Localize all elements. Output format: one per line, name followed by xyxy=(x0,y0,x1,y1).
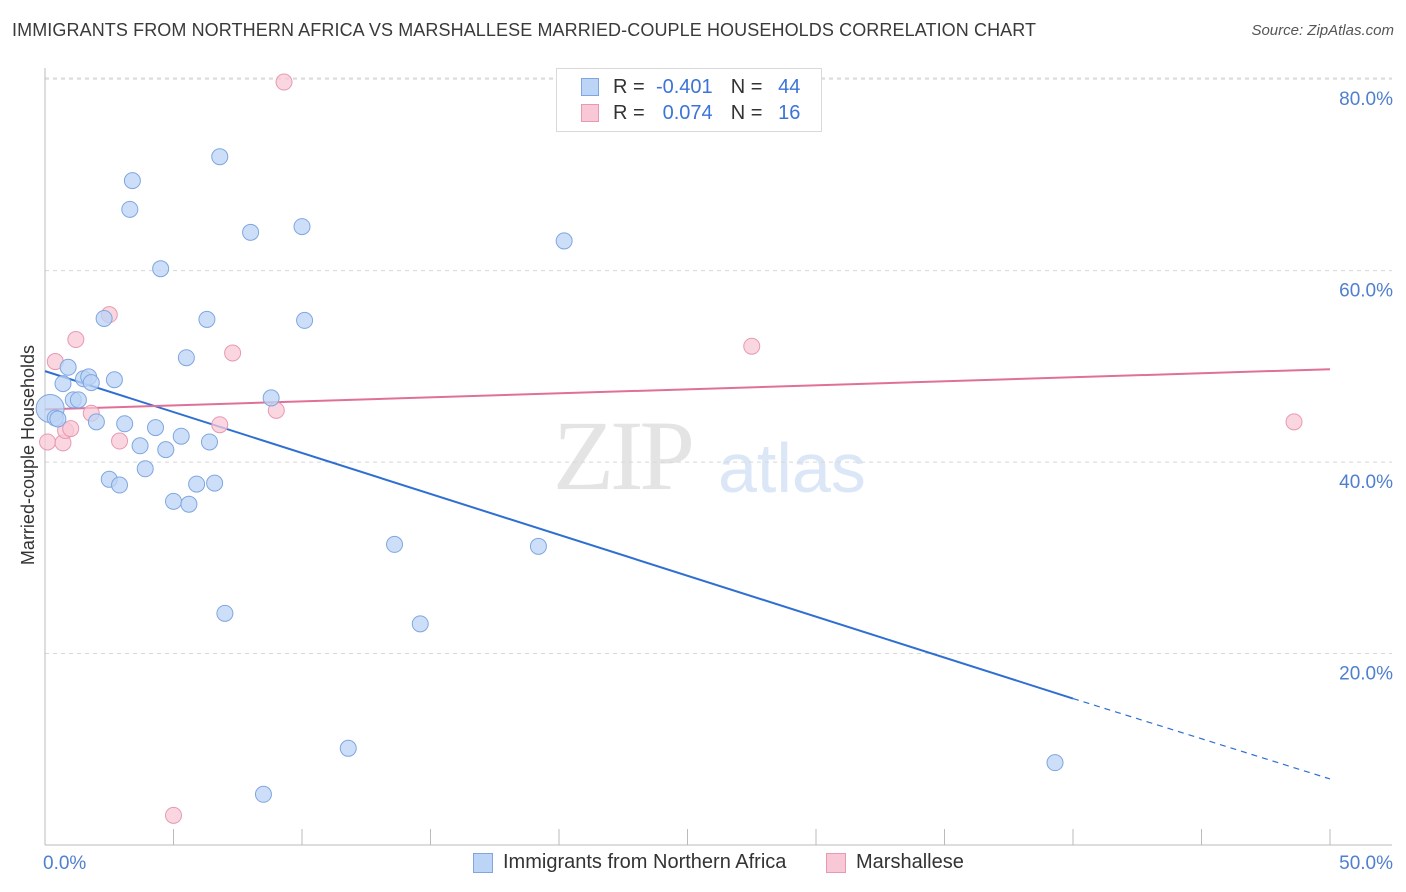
point-immigrants xyxy=(69,391,87,409)
legend-n-value: 44 xyxy=(778,75,801,98)
legend-r-label: R = xyxy=(613,101,645,124)
point-immigrants xyxy=(339,739,357,757)
point-immigrants xyxy=(105,371,123,389)
legend-swatch-pink xyxy=(581,104,599,122)
point-immigrants xyxy=(111,476,129,494)
point-marshallese xyxy=(67,331,85,349)
legend-row-marshallese: R = 0.074 N = 16 xyxy=(581,100,800,126)
point-immigrants xyxy=(262,389,280,407)
trend-lines xyxy=(44,368,1331,780)
chart-title: IMMIGRANTS FROM NORTHERN AFRICA VS MARSH… xyxy=(12,20,1037,40)
legend-n-value: 16 xyxy=(778,101,801,124)
point-immigrants xyxy=(131,437,149,455)
point-immigrants xyxy=(411,615,429,633)
point-marshallese xyxy=(211,416,229,434)
point-marshallese xyxy=(39,433,57,451)
point-immigrants xyxy=(293,218,311,236)
point-marshallese xyxy=(111,432,129,450)
point-immigrants xyxy=(49,410,67,428)
point-marshallese xyxy=(62,420,80,438)
point-immigrants xyxy=(157,441,175,459)
point-immigrants xyxy=(136,460,154,478)
point-marshallese xyxy=(1285,413,1303,431)
point-immigrants xyxy=(529,537,547,555)
point-immigrants xyxy=(95,309,113,327)
point-immigrants xyxy=(87,413,105,431)
axes xyxy=(44,68,1392,846)
point-immigrants xyxy=(121,200,139,218)
trend-line-immigrants xyxy=(44,370,1074,700)
point-immigrants xyxy=(211,148,229,166)
bottom-legend-label: Immigrants from Northern Africa xyxy=(503,851,787,873)
point-immigrants xyxy=(555,232,573,250)
legend-n-label: N = xyxy=(730,101,763,124)
point-immigrants xyxy=(296,311,314,329)
bottom-legend-immigrants: Immigrants from Northern Africa xyxy=(473,851,786,874)
bottom-swatch-blue xyxy=(473,852,493,873)
point-immigrants xyxy=(242,223,260,241)
point-immigrants xyxy=(188,475,206,493)
point-marshallese xyxy=(743,337,761,355)
bottom-swatch-pink xyxy=(826,852,846,873)
grid-lines xyxy=(45,77,1392,655)
y-tick-label: 60.0% xyxy=(1339,281,1393,302)
point-marshallese xyxy=(165,806,182,824)
point-immigrants xyxy=(147,419,165,437)
legend-swatch-blue xyxy=(581,78,599,96)
point-marshallese xyxy=(275,73,293,91)
trend-line-marshallese xyxy=(44,368,1331,411)
point-marshallese xyxy=(224,344,242,362)
legend-r-value: -0.401 xyxy=(655,75,713,98)
legend-n-label: N = xyxy=(730,75,763,98)
y-axis-label: Married-couple Households xyxy=(18,345,38,565)
bottom-legend-marshallese: Marshallese xyxy=(826,851,964,874)
bottom-legend-label: Marshallese xyxy=(856,851,964,873)
point-immigrants xyxy=(177,349,195,367)
point-immigrants xyxy=(172,427,190,445)
trend-line-immigrants-extension xyxy=(1072,697,1331,780)
point-immigrants xyxy=(116,415,134,433)
x-tick-label: 0.0% xyxy=(43,853,86,874)
point-immigrants xyxy=(254,785,272,803)
y-tick-label: 40.0% xyxy=(1339,472,1393,493)
point-immigrants xyxy=(165,492,182,510)
tick-labels: 20.0% 40.0% 60.0% 80.0% 0.0% 50.0% xyxy=(43,89,1393,874)
point-immigrants xyxy=(123,172,141,190)
source-label: Source: ZipAtlas.com xyxy=(1251,22,1394,39)
point-immigrants xyxy=(206,474,224,492)
legend-row-immigrants: R = -0.401 N = 44 xyxy=(581,74,800,100)
y-tick-label: 20.0% xyxy=(1339,664,1393,685)
point-immigrants xyxy=(198,310,216,328)
legend-r-label: R = xyxy=(613,75,645,98)
point-immigrants xyxy=(1046,754,1064,772)
data-points xyxy=(35,73,1303,824)
watermark-atlas: atlas xyxy=(718,429,866,507)
point-immigrants xyxy=(82,374,100,392)
point-immigrants xyxy=(54,375,72,393)
point-immigrants xyxy=(180,495,198,513)
correlation-legend: R = -0.401 N = 44 R = 0.074 N = 16 xyxy=(556,68,822,132)
watermark-zip: ZIP xyxy=(553,400,695,511)
y-tick-label: 80.0% xyxy=(1339,89,1393,110)
legend-r-value: 0.074 xyxy=(662,101,713,124)
point-immigrants xyxy=(216,604,234,622)
point-immigrants xyxy=(152,260,170,278)
x-tick-label: 50.0% xyxy=(1339,853,1393,874)
point-immigrants xyxy=(200,433,218,451)
point-immigrants xyxy=(59,358,77,376)
point-immigrants xyxy=(386,535,404,553)
